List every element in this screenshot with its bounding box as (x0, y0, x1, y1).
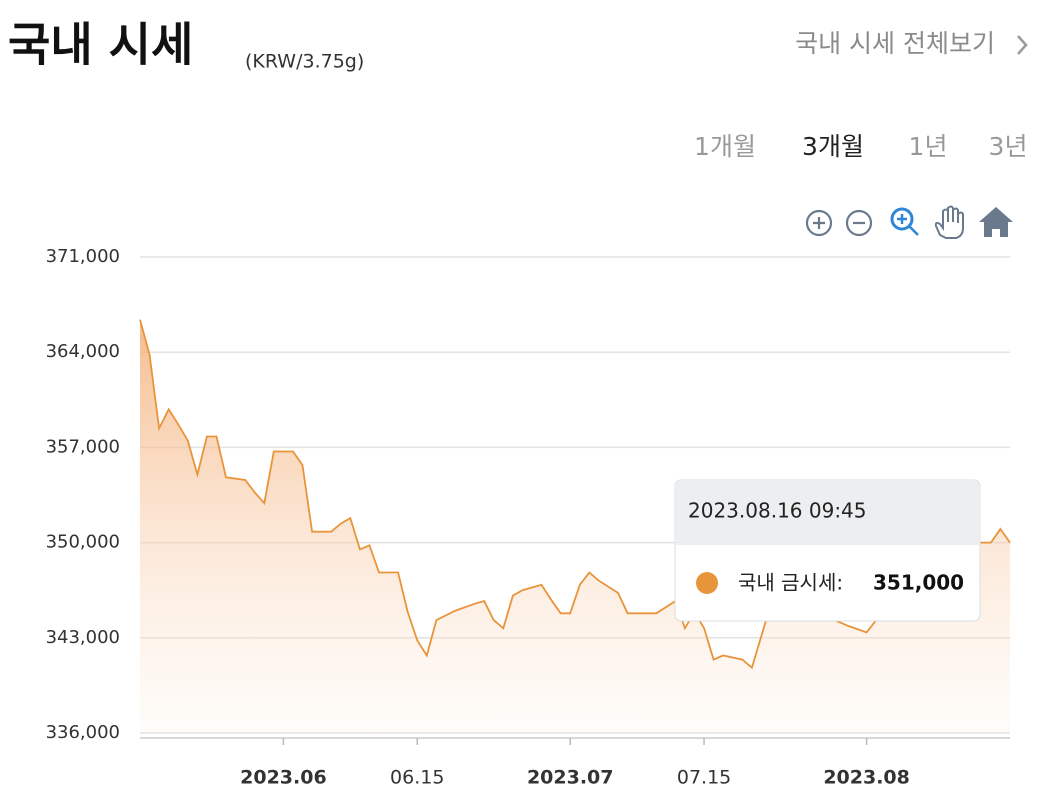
x-tick-label: 07.15 (677, 767, 731, 789)
zoom-out[interactable] (845, 209, 873, 237)
all-link[interactable]: 국내 시세 전체보기 (795, 29, 995, 58)
toolbar (805, 205, 1013, 239)
period-tab[interactable]: 1개월 (694, 132, 756, 161)
zoom-in[interactable] (805, 209, 833, 237)
plot: 336,000 343,000 350,000 357,000 364,000 371,0… (46, 246, 1011, 789)
y-tick-label: 336,000 (46, 722, 120, 743)
pan[interactable] (934, 205, 964, 239)
tooltip-value: 351,000 (873, 571, 964, 595)
tooltip-title: 2023.08.16 09:45 (688, 499, 867, 523)
home[interactable] (979, 207, 1013, 237)
period-tab[interactable]: 3년 (989, 132, 1028, 161)
x-tick-label: 06.15 (390, 767, 444, 789)
y-tick-label: 364,000 (46, 341, 120, 362)
tooltip: 2023.08.16 09:45 국내 금시세: 351,000 (674, 479, 981, 622)
tooltip-dot (696, 572, 718, 594)
y-tick-label: 350,000 (46, 532, 120, 553)
title: 국내 시세 (8, 18, 193, 72)
period-tab[interactable]: 1년 (909, 132, 948, 161)
unit: (KRW/3.75g) (245, 51, 364, 73)
period-tab[interactable]: 3개월 (802, 132, 864, 161)
y-tick-label: 343,000 (46, 627, 120, 648)
y-tick-label: 357,000 (46, 436, 120, 457)
x-tick-label: 2023.06 (240, 767, 327, 789)
zoom-select[interactable] (890, 207, 919, 236)
y-tick-label: 371,000 (46, 246, 120, 267)
x-tick-label: 2023.07 (527, 767, 614, 789)
tooltip-header (676, 481, 979, 545)
chevron[interactable] (1017, 35, 1028, 55)
x-tick-label: 2023.08 (823, 767, 910, 789)
tooltip-series: 국내 금시세: (738, 571, 843, 595)
period-tabs: 1개월 3개월 1년 3년 (694, 132, 1027, 161)
area (140, 319, 1010, 733)
